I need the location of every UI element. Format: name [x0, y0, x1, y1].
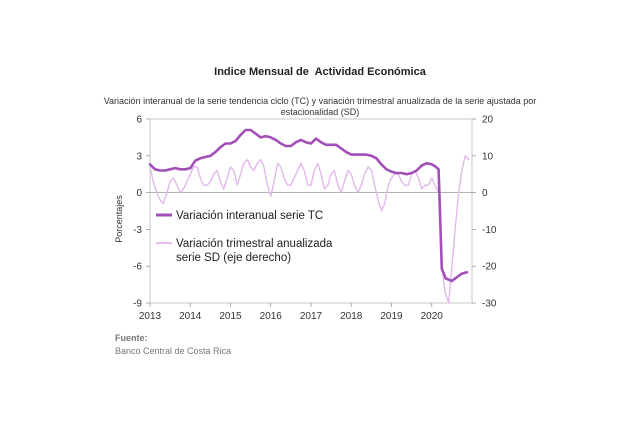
- series-line-sd: [149, 155, 470, 304]
- x-tick-label: 2020: [421, 311, 444, 322]
- y-right-tick-label: 0: [482, 188, 488, 199]
- y-left-tick-label: -3: [133, 225, 142, 236]
- y-right-tick-label: -10: [482, 225, 497, 236]
- legend-label-sd-line1: Variación trimestral anualizada: [176, 238, 333, 250]
- y-right-tick-label: -30: [482, 299, 497, 310]
- x-tick-label: 2016: [260, 311, 283, 322]
- x-tick-label: 2015: [219, 311, 242, 322]
- y-left-tick-label: -9: [133, 299, 142, 310]
- legend-label-sd-line2: serie SD (eje derecho): [176, 252, 291, 264]
- series-line-tc: [148, 128, 469, 283]
- x-tick-label: 2013: [139, 311, 162, 322]
- y-right-tick-label: -20: [482, 262, 497, 273]
- x-tick-label: 2014: [179, 311, 202, 322]
- y-axis-label: Porcentajes: [114, 195, 124, 243]
- x-tick-label: 2017: [300, 311, 323, 322]
- y-left-tick-label: 3: [136, 151, 142, 162]
- source-text: Banco Central de Costa Rica: [115, 346, 232, 356]
- y-left-tick-label: 6: [136, 115, 142, 126]
- x-tick-label: 2018: [340, 311, 363, 322]
- y-left-tick-label: 0: [136, 188, 142, 199]
- y-right-tick-label: 10: [482, 151, 494, 162]
- source-label: Fuente:: [115, 333, 148, 343]
- chart-subtitle: Variación interanual de la serie tendenc…: [103, 96, 537, 117]
- chart-title: Indice Mensual de Actividad Económica: [214, 66, 426, 78]
- y-left-tick-label: -6: [133, 262, 142, 273]
- legend-label-tc: Variación interanual serie TC: [176, 210, 323, 222]
- x-tick-label: 2019: [380, 311, 403, 322]
- y-right-tick-label: 20: [482, 115, 494, 126]
